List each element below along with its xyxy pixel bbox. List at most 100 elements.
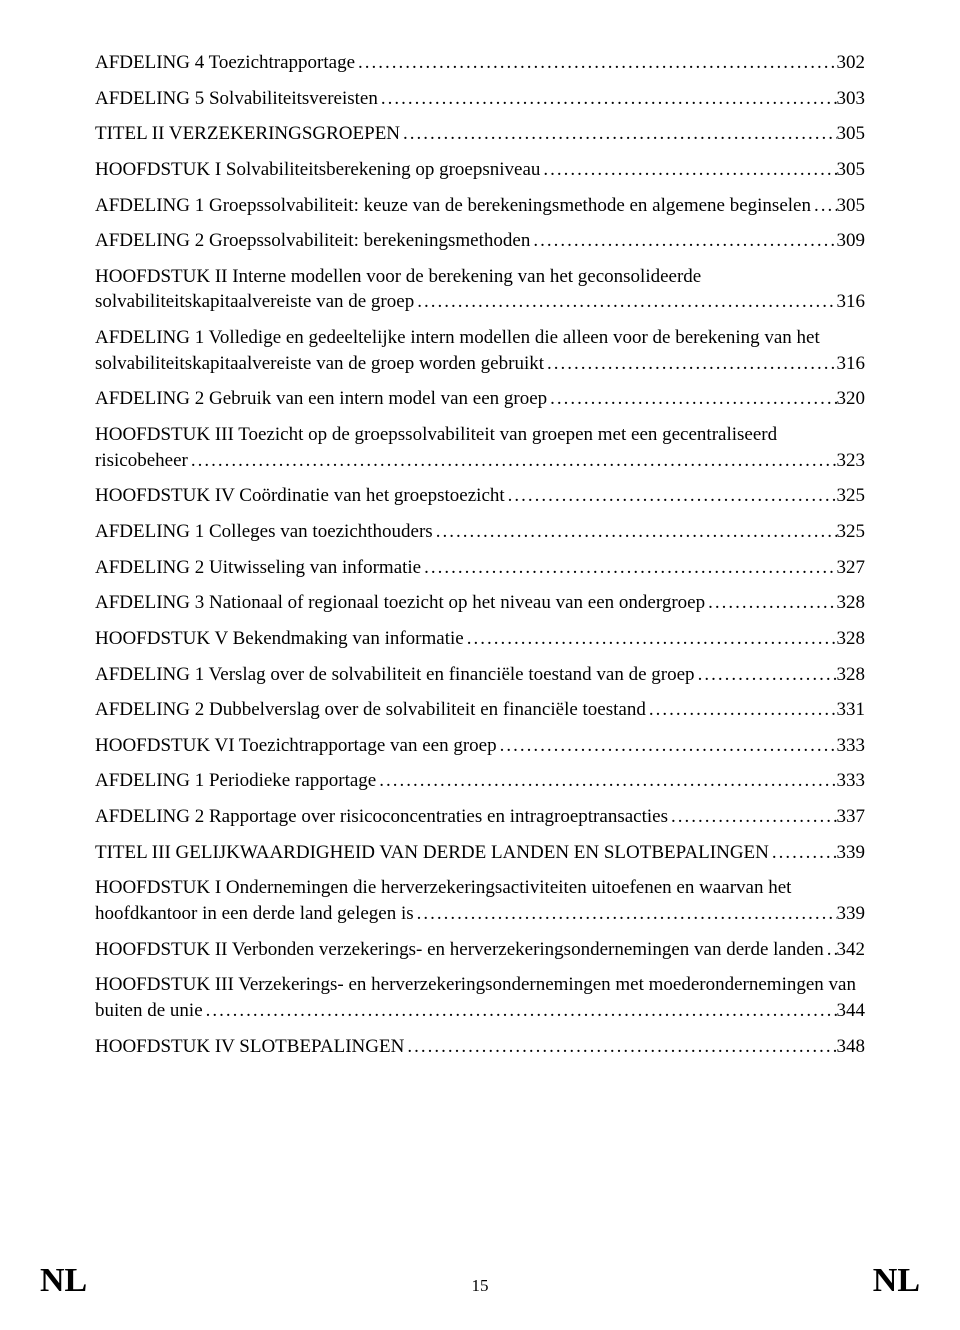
toc-leader: ........................................… [695, 662, 837, 688]
toc-page-number: 344 [837, 998, 866, 1024]
toc-entry: HOOFDSTUK II Verbonden verzekerings- en … [95, 937, 865, 963]
toc-entry: AFDELING 1 Periodieke rapportage........… [95, 768, 865, 794]
toc-last-line: AFDELING 1 Periodieke rapportage........… [95, 768, 865, 794]
toc-entry: HOOFDSTUK II Interne modellen voor de be… [95, 264, 865, 315]
toc-entry: HOOFDSTUK I Ondernemingen die herverzeke… [95, 875, 865, 926]
toc-last-line: solvabiliteitskapitaalvereiste van de gr… [95, 289, 865, 315]
toc-page-number: 309 [837, 228, 866, 254]
toc-last-line: AFDELING 2 Dubbelverslag over de solvabi… [95, 697, 865, 723]
toc-text: hoofdkantoor in een derde land gelegen i… [95, 901, 414, 927]
toc-leader: ........................................… [464, 626, 837, 652]
toc-leader: ........................................… [824, 937, 837, 963]
toc-entry: HOOFDSTUK III Verzekerings- en herverzek… [95, 972, 865, 1023]
toc-leader: ........................................… [811, 193, 837, 219]
page-footer: NL 15 NL [0, 1262, 960, 1300]
toc-last-line: solvabiliteitskapitaalvereiste van de gr… [95, 351, 865, 377]
toc-leader: ........................................… [505, 483, 837, 509]
toc-text: AFDELING 2 Dubbelverslag over de solvabi… [95, 697, 646, 723]
toc-page-number: 305 [837, 193, 866, 219]
toc-last-line: AFDELING 1 Colleges van toezichthouders.… [95, 519, 865, 545]
toc-page-number: 305 [837, 157, 866, 183]
toc-last-line: HOOFDSTUK I Solvabiliteitsberekening op … [95, 157, 865, 183]
toc-page-number: 337 [837, 804, 866, 830]
toc-page-number: 342 [837, 937, 866, 963]
toc-last-line: risicobeheer............................… [95, 448, 865, 474]
toc-page-number: 327 [837, 555, 866, 581]
toc-last-line: TITEL III GELIJKWAARDIGHEID VAN DERDE LA… [95, 840, 865, 866]
toc-text-line: HOOFDSTUK I Ondernemingen die herverzeke… [95, 875, 865, 901]
toc-text: TITEL II VERZEKERINGSGROEPEN [95, 121, 400, 147]
toc-text: HOOFDSTUK IV SLOTBEPALINGEN [95, 1034, 404, 1060]
toc-leader: ........................................… [378, 86, 837, 112]
toc-last-line: AFDELING 3 Nationaal of regionaal toezic… [95, 590, 865, 616]
toc-leader: ........................................… [414, 901, 837, 927]
footer-page-number: 15 [472, 1276, 489, 1300]
toc-text: solvabiliteitskapitaalvereiste van de gr… [95, 351, 544, 377]
toc-leader: ........................................… [421, 555, 836, 581]
toc-text: risicobeheer [95, 448, 188, 474]
toc-leader: ........................................… [544, 351, 837, 377]
toc-page-number: 331 [837, 697, 866, 723]
toc-entry: AFDELING 2 Groepssolvabiliteit: berekeni… [95, 228, 865, 254]
toc-text: TITEL III GELIJKWAARDIGHEID VAN DERDE LA… [95, 840, 769, 866]
toc-entry: HOOFDSTUK IV Coördinatie van het groepst… [95, 483, 865, 509]
toc-leader: ........................................… [355, 50, 836, 76]
toc-page-number: 302 [837, 50, 866, 76]
toc-page-number: 325 [837, 483, 866, 509]
toc-entry: AFDELING 2 Gebruik van een intern model … [95, 386, 865, 412]
toc-entry: HOOFDSTUK IV SLOTBEPALINGEN.............… [95, 1034, 865, 1060]
toc-text: HOOFDSTUK IV Coördinatie van het groepst… [95, 483, 505, 509]
toc-page-number: 333 [837, 768, 866, 794]
toc-page-number: 339 [837, 840, 866, 866]
toc-page-number: 303 [837, 86, 866, 112]
toc-page-number: 323 [837, 448, 866, 474]
toc-last-line: hoofdkantoor in een derde land gelegen i… [95, 901, 865, 927]
toc-last-line: AFDELING 1 Groepssolvabiliteit: keuze va… [95, 193, 865, 219]
toc-entry: AFDELING 1 Verslag over de solvabiliteit… [95, 662, 865, 688]
toc-text: AFDELING 1 Groepssolvabiliteit: keuze va… [95, 193, 811, 219]
toc-leader: ........................................… [705, 590, 836, 616]
toc-entry: HOOFDSTUK I Solvabiliteitsberekening op … [95, 157, 865, 183]
toc-leader: ........................................… [404, 1034, 836, 1060]
toc-entry: AFDELING 1 Colleges van toezichthouders.… [95, 519, 865, 545]
toc-page-number: 328 [837, 590, 866, 616]
toc-text: AFDELING 5 Solvabiliteitsvereisten [95, 86, 378, 112]
document-page: AFDELING 4 Toezichtrapportage...........… [0, 0, 960, 1330]
toc-leader: ........................................… [497, 733, 837, 759]
toc-entry: AFDELING 2 Dubbelverslag over de solvabi… [95, 697, 865, 723]
toc-leader: ........................................… [203, 998, 837, 1024]
toc-text: buiten de unie [95, 998, 203, 1024]
toc-last-line: AFDELING 2 Rapportage over risicoconcent… [95, 804, 865, 830]
toc-page-number: 333 [837, 733, 866, 759]
toc-text-line: AFDELING 1 Volledige en gedeeltelijke in… [95, 325, 865, 351]
toc-text: solvabiliteitskapitaalvereiste van de gr… [95, 289, 414, 315]
toc-text: AFDELING 1 Colleges van toezichthouders [95, 519, 433, 545]
toc-leader: ........................................… [433, 519, 837, 545]
toc-entry: HOOFDSTUK III Toezicht op de groepssolva… [95, 422, 865, 473]
toc-last-line: AFDELING 5 Solvabiliteitsvereisten......… [95, 86, 865, 112]
toc-entry: AFDELING 3 Nationaal of regionaal toezic… [95, 590, 865, 616]
toc-page-number: 348 [837, 1034, 866, 1060]
toc-text: AFDELING 1 Periodieke rapportage [95, 768, 376, 794]
toc-container: AFDELING 4 Toezichtrapportage...........… [95, 50, 865, 1059]
toc-text: HOOFDSTUK I Solvabiliteitsberekening op … [95, 157, 540, 183]
toc-text: AFDELING 2 Rapportage over risicoconcent… [95, 804, 668, 830]
toc-page-number: 325 [837, 519, 866, 545]
toc-page-number: 320 [837, 386, 866, 412]
toc-text: AFDELING 1 Verslag over de solvabiliteit… [95, 662, 695, 688]
toc-last-line: AFDELING 2 Groepssolvabiliteit: berekeni… [95, 228, 865, 254]
toc-last-line: AFDELING 1 Verslag over de solvabiliteit… [95, 662, 865, 688]
toc-leader: ........................................… [668, 804, 837, 830]
toc-text: AFDELING 2 Gebruik van een intern model … [95, 386, 547, 412]
toc-page-number: 339 [837, 901, 866, 927]
toc-last-line: AFDELING 2 Uitwisseling van informatie..… [95, 555, 865, 581]
toc-text-line: HOOFDSTUK II Interne modellen voor de be… [95, 264, 865, 290]
toc-text: AFDELING 2 Groepssolvabiliteit: berekeni… [95, 228, 530, 254]
toc-entry: TITEL II VERZEKERINGSGROEPEN............… [95, 121, 865, 147]
toc-last-line: buiten de unie..........................… [95, 998, 865, 1024]
toc-entry: TITEL III GELIJKWAARDIGHEID VAN DERDE LA… [95, 840, 865, 866]
toc-page-number: 328 [837, 662, 866, 688]
toc-last-line: HOOFDSTUK IV Coördinatie van het groepst… [95, 483, 865, 509]
toc-last-line: AFDELING 2 Gebruik van een intern model … [95, 386, 865, 412]
toc-entry: AFDELING 2 Rapportage over risicoconcent… [95, 804, 865, 830]
